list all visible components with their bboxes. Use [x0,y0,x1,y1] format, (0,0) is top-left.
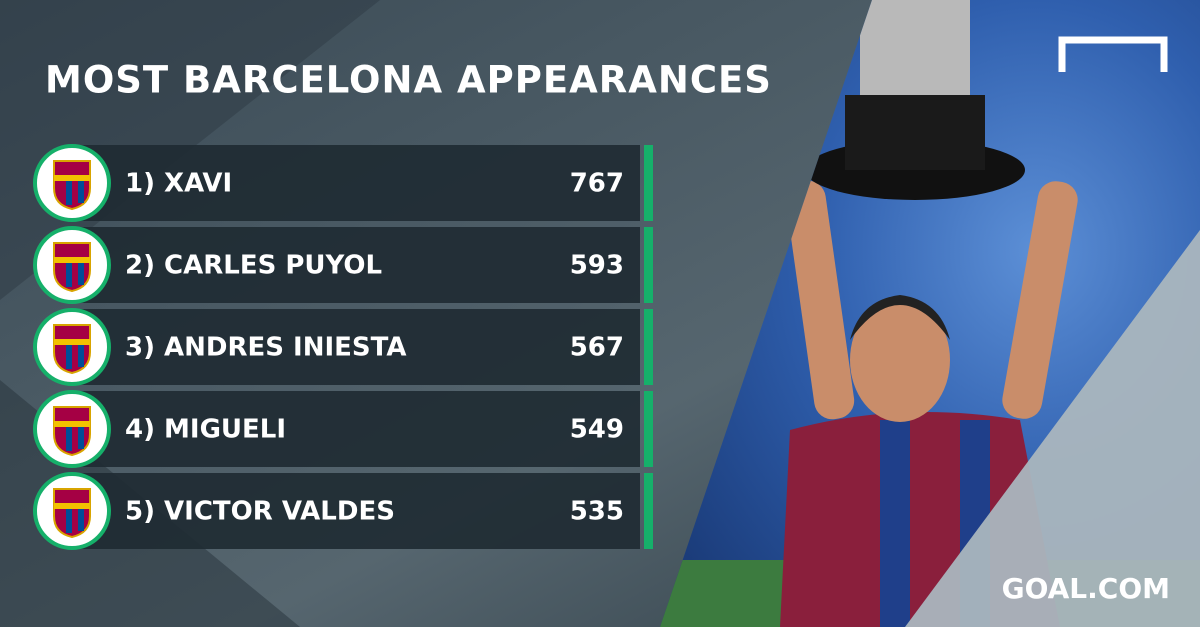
crest-band [54,339,90,345]
photo-trophy [860,0,970,95]
crest-stripe [78,345,84,367]
row: 3) ANDRES INIESTA 567 [33,308,653,386]
row: 1) XAVI 767 [33,144,653,222]
crest-stripe [78,181,84,203]
photo-arm [1002,181,1078,419]
crest-stripe [66,345,72,369]
row-bg [70,391,640,467]
photo-stripe [880,420,910,627]
row-accent [644,309,653,385]
row-bg [70,227,640,303]
crest-band [54,175,90,181]
row-label: 5) VICTOR VALDES [125,497,395,527]
row-value: 593 [570,251,624,281]
row: 2) CARLES PUYOL 593 [33,226,653,304]
crest-stripe [66,509,72,533]
row-accent [644,227,653,303]
row-accent [644,473,653,549]
row-bg [70,473,640,549]
row-label: 4) MIGUELI [125,415,286,445]
row-bg [70,145,640,221]
row-accent [644,145,653,221]
crest-stripe [78,509,84,531]
row-value: 549 [570,415,624,445]
row: 5) VICTOR VALDES 535 [33,472,653,550]
photo-hair [850,295,950,340]
row-value: 767 [570,169,624,199]
row: 4) MIGUELI 549 [33,390,653,468]
row-accent [644,391,653,467]
logo [1058,36,1168,72]
crest-stripe [78,427,84,449]
crest-band [54,421,90,427]
crest-band [54,503,90,509]
row-label: 3) ANDRES INIESTA [125,333,406,363]
row-label: 2) CARLES PUYOL [125,251,382,281]
crest-stripe [78,263,84,285]
corner-shape [905,230,1200,627]
row-value: 567 [570,333,624,363]
photo-head [850,298,950,422]
crest-band [54,257,90,263]
crest-stripe [66,181,72,205]
row-value: 535 [570,497,624,527]
crest-stripe [66,427,72,451]
crest-stripe [66,263,72,287]
row-bg [70,309,640,385]
title: MOST BARCELONA APPEARANCES [45,59,772,102]
photo-trophy [845,95,985,170]
brand: GOAL.COM [1002,572,1170,605]
photo-arm [785,180,855,420]
row-label: 1) XAVI [125,169,232,199]
